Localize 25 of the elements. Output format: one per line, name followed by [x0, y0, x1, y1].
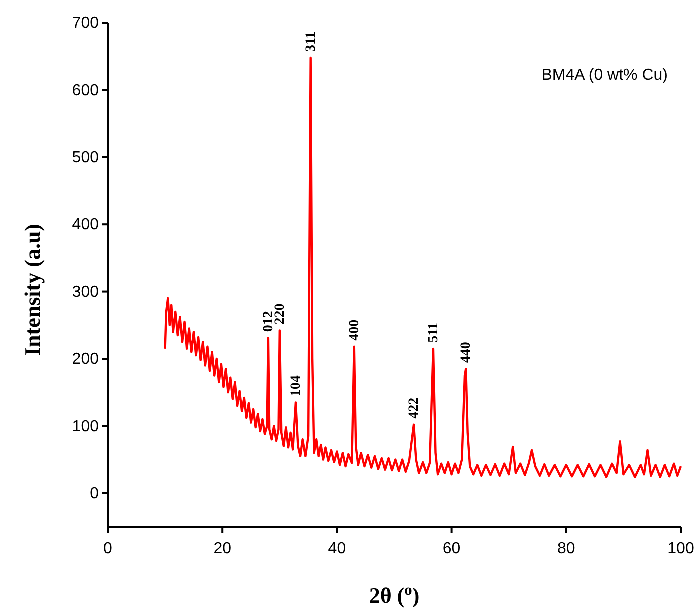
x-tick-label: 20 — [214, 540, 232, 558]
y-tick-label: 600 — [72, 82, 100, 100]
y-axis-title: Intensity (a.u) — [20, 224, 45, 356]
line-series — [164, 56, 682, 478]
x-tick-label: 100 — [668, 540, 694, 558]
annotation: 400 — [347, 320, 362, 341]
x-tick-label: 80 — [558, 540, 576, 558]
y-tick-label: 0 — [90, 486, 100, 503]
x-axis-title: 2θ ($^{o}$) — [369, 582, 420, 608]
x-tick-label: 40 — [328, 540, 346, 558]
x-tick-label: 60 — [442, 540, 461, 558]
annotation: BM4A (0 wt% Cu) — [542, 67, 668, 84]
y-tick-label: 100 — [72, 418, 100, 436]
annotation: 511 — [426, 322, 442, 343]
y-tick-label: 500 — [72, 150, 100, 167]
y-tick-label: 700 — [72, 15, 100, 32]
annotation: 422 — [406, 398, 422, 419]
annotation: 311 — [304, 32, 319, 52]
y-tick-label: 400 — [72, 216, 100, 234]
x-tick-label: 0 — [104, 540, 113, 558]
y-tick-label: 200 — [72, 351, 100, 368]
y-tick-label: 300 — [72, 284, 100, 301]
annotation: 440 — [459, 342, 474, 364]
annotation: 104 — [288, 376, 304, 397]
annotation: 220 — [272, 304, 288, 325]
